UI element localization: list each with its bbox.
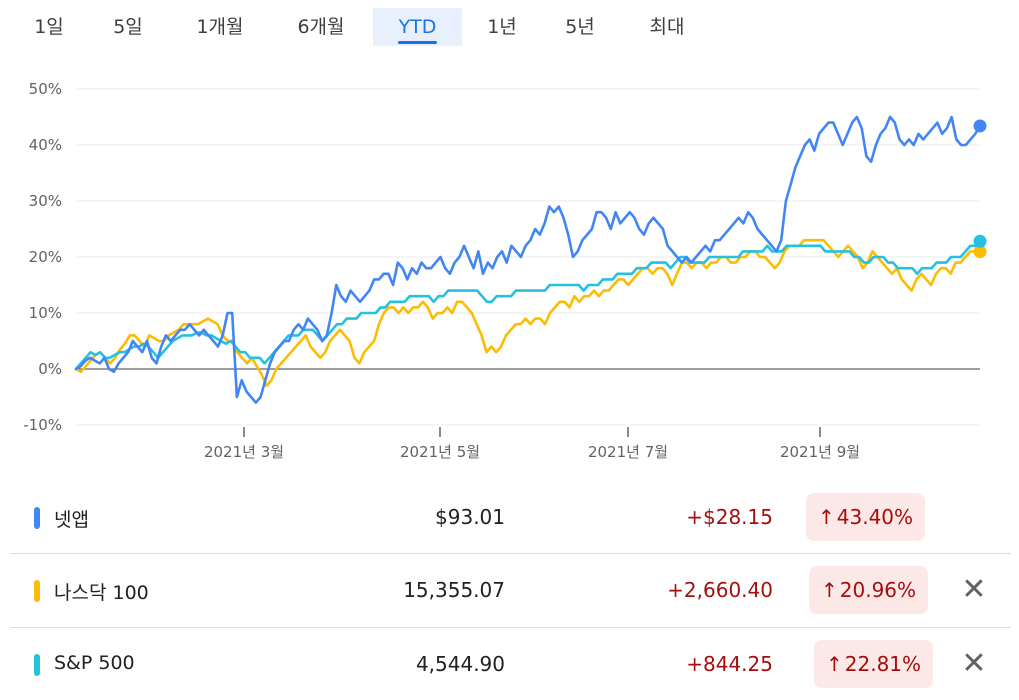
quote-percent-badge: ↑ 22.81% bbox=[814, 640, 934, 688]
y-tick-label: 10% bbox=[29, 304, 62, 322]
series-end-dot-2 bbox=[973, 234, 987, 248]
series-end-dot-1 bbox=[973, 245, 987, 259]
series-end-markers bbox=[973, 119, 987, 259]
x-tick-label: 2021년 3월 bbox=[204, 443, 284, 461]
tab-5d[interactable]: 5일 bbox=[113, 16, 143, 38]
tab-1d[interactable]: 1일 bbox=[34, 16, 64, 38]
comparison-line-chart: 50%40%30%20%10%0%-10% 2021년 3월 2021년 5월 20… bbox=[23, 80, 987, 461]
quote-percent: 22.81% bbox=[844, 652, 922, 676]
quote-row-nasdaq100[interactable]: 나스닥 100 15,355.07 +2,660.40 ↑ 20.96% ✕ bbox=[10, 553, 1011, 626]
x-tick-label: 2021년 5월 bbox=[400, 443, 480, 461]
x-axis-ticks: 2021년 3월 2021년 5월 2021년 7월 2021년 9월 bbox=[204, 427, 860, 461]
quote-row-netapp[interactable]: 넷앱 $93.01 +$28.15 ↑ 43.40% bbox=[10, 481, 1011, 553]
close-icon[interactable]: ✕ bbox=[961, 646, 987, 681]
x-tick-label: 2021년 9월 bbox=[780, 443, 860, 461]
series-color-marker bbox=[34, 507, 40, 529]
chart-grid bbox=[76, 88, 980, 426]
arrow-up-icon: ↑ bbox=[818, 505, 835, 529]
y-tick-label: 0% bbox=[38, 360, 62, 378]
series-line-2 bbox=[74, 240, 982, 371]
quote-percent: 43.40% bbox=[836, 505, 914, 529]
tab-5y[interactable]: 5년 bbox=[565, 16, 595, 38]
series-end-dot-0 bbox=[973, 119, 987, 133]
tab-6m[interactable]: 6개월 bbox=[297, 16, 345, 38]
quote-price: 4,544.90 bbox=[415, 652, 505, 676]
series-color-marker bbox=[34, 654, 40, 676]
quote-change: +844.25 bbox=[686, 652, 773, 676]
x-tick-label: 2021년 7월 bbox=[588, 443, 668, 461]
time-range-tabs: 1일 5일 1개월 6개월 YTD 1년 5년 최대 bbox=[0, 8, 1019, 48]
quote-change: +$28.15 bbox=[686, 505, 773, 529]
y-tick-label: -10% bbox=[23, 416, 62, 434]
active-tab-underline bbox=[398, 41, 437, 44]
series-line-0 bbox=[74, 115, 982, 404]
series-color-marker bbox=[34, 580, 40, 602]
quote-percent: 20.96% bbox=[839, 578, 917, 602]
arrow-up-icon: ↑ bbox=[821, 578, 838, 602]
quote-price: $93.01 bbox=[435, 505, 505, 529]
quote-percent-badge: ↑ 20.96% bbox=[809, 566, 929, 614]
y-axis-labels: 50% 40% 30% 20% 10% 0% -10% bbox=[23, 80, 62, 434]
quote-row-sp500[interactable]: S&P 500 4,544.90 +844.25 ↑ 22.81% ✕ bbox=[10, 627, 1011, 700]
tab-ytd[interactable]: YTD bbox=[373, 8, 462, 46]
tab-1m[interactable]: 1개월 bbox=[196, 16, 244, 38]
quote-change: +2,660.40 bbox=[667, 578, 773, 602]
quote-percent-badge: ↑ 43.40% bbox=[806, 493, 926, 541]
series-line-1 bbox=[74, 238, 982, 388]
tab-1y[interactable]: 1년 bbox=[487, 16, 517, 38]
quote-price: 15,355.07 bbox=[403, 578, 505, 602]
quote-name: 넷앱 bbox=[54, 509, 89, 531]
arrow-up-icon: ↑ bbox=[826, 652, 843, 676]
close-icon[interactable]: ✕ bbox=[961, 572, 987, 607]
tab-max[interactable]: 최대 bbox=[649, 16, 685, 38]
y-tick-label: 30% bbox=[29, 192, 62, 210]
quote-name: 나스닥 100 bbox=[54, 582, 149, 604]
y-tick-label: 40% bbox=[29, 136, 62, 154]
y-tick-label: 50% bbox=[29, 80, 62, 98]
y-tick-label: 20% bbox=[29, 248, 62, 266]
quote-name: S&P 500 bbox=[54, 652, 135, 674]
series-lines bbox=[74, 115, 982, 404]
